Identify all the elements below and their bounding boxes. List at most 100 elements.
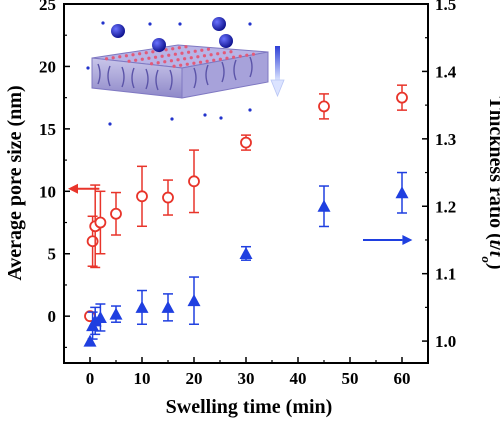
left-y-tick-label: 20 xyxy=(39,57,56,76)
membrane-pores xyxy=(104,45,256,68)
pore-dot xyxy=(176,58,180,62)
thickness-ratio-point xyxy=(135,300,149,313)
x-axis-title: Swelling time (min) xyxy=(166,396,333,418)
pore-size-point xyxy=(94,216,107,229)
pore-dot xyxy=(156,61,160,65)
x-tick-label: 60 xyxy=(394,369,411,388)
pore-dot xyxy=(238,54,242,58)
pore-dot xyxy=(171,47,175,51)
right-y-tick-label: 1.3 xyxy=(435,130,456,149)
x-tick-label: 40 xyxy=(290,369,307,388)
pore-dot xyxy=(140,57,144,61)
pore-dot xyxy=(202,54,207,58)
pore-dot xyxy=(222,51,226,55)
pore-dot xyxy=(127,59,131,63)
pore-dot xyxy=(173,52,177,56)
x-tick-label: 20 xyxy=(186,369,203,388)
nanoparticle xyxy=(212,17,226,31)
pore-size-point xyxy=(110,207,122,220)
pore-dot xyxy=(151,50,155,54)
right-axis-arrow-head xyxy=(402,234,413,245)
pore-dot xyxy=(225,56,229,60)
right-y-axis-title-t0: t xyxy=(485,251,500,258)
pore-size-point xyxy=(162,191,174,204)
left-y-tick-label: 25 xyxy=(39,0,56,14)
right-y-tick-label: 1.2 xyxy=(435,197,456,216)
right-y-tick-label: 1.0 xyxy=(435,332,456,351)
small-particle xyxy=(178,22,182,26)
pore-dot xyxy=(131,53,135,57)
pore-dot xyxy=(212,58,216,62)
pore-size-point xyxy=(396,91,408,104)
pore-size-point xyxy=(188,175,200,188)
right-y-axis-title-prefix: Thickness ratio ( xyxy=(485,96,500,240)
pore-dot xyxy=(189,56,193,60)
pore-dot xyxy=(111,56,115,60)
pore-dot xyxy=(180,51,184,55)
thickness-ratio-point xyxy=(317,199,331,212)
nanoparticle xyxy=(111,24,125,38)
pore-dot xyxy=(218,57,222,61)
pore-dot xyxy=(138,52,142,56)
x-tick-label: 0 xyxy=(86,369,95,388)
thickness-ratio-point xyxy=(83,334,97,347)
pore-dot xyxy=(153,55,158,59)
nanoparticle xyxy=(219,34,233,48)
pore-dot xyxy=(200,48,204,52)
pore-dot xyxy=(134,58,138,62)
axis-indicator-arrows xyxy=(68,183,413,245)
left-y-tick-label: 15 xyxy=(39,120,56,139)
pore-dot xyxy=(205,59,209,63)
pore-dot xyxy=(245,53,249,57)
thickness-ratio-point xyxy=(239,246,253,259)
small-particle xyxy=(101,21,105,25)
thickness-ratio-point xyxy=(161,300,175,313)
pore-dot xyxy=(206,47,211,51)
left-y-axis-title: Average pore size (nm) xyxy=(4,85,26,280)
small-particle xyxy=(203,113,207,117)
nanoparticle xyxy=(152,38,166,52)
pore-dot xyxy=(164,48,168,52)
pore-dot xyxy=(193,49,197,53)
membrane-channels xyxy=(97,56,253,91)
axis-labels-group: Swelling time (min) Average pore size (n… xyxy=(4,85,500,418)
pore-dot xyxy=(169,59,174,63)
pore-dot xyxy=(192,61,196,65)
right-y-axis-title-t: t xyxy=(485,240,500,247)
small-particle xyxy=(170,117,174,121)
small-particle xyxy=(148,22,152,26)
pore-size-point xyxy=(86,235,99,248)
pore-dot xyxy=(251,52,256,56)
right-y-tick-label: 1.1 xyxy=(435,265,456,284)
left-y-tick-label: 10 xyxy=(39,182,56,201)
pore-dot xyxy=(104,57,109,61)
swelling-arrow-shaft xyxy=(275,46,280,80)
thickness-ratio-point xyxy=(395,186,409,199)
left-axis-arrow-head xyxy=(68,183,78,194)
right-y-axis-title-slash: / xyxy=(485,244,500,251)
pore-dot xyxy=(186,50,191,54)
data-series-group xyxy=(83,84,409,347)
x-tick-label: 50 xyxy=(342,369,359,388)
pore-dot xyxy=(185,62,189,66)
left-y-tick-label: 5 xyxy=(48,245,57,264)
x-tick-label: 10 xyxy=(134,369,151,388)
pore-size-point xyxy=(318,100,330,113)
pore-dot xyxy=(149,62,154,66)
pore-dot xyxy=(163,60,167,64)
pore-dot xyxy=(184,45,188,49)
pore-dot xyxy=(118,55,122,59)
thickness-ratio-point xyxy=(187,294,201,307)
pore-dot xyxy=(196,55,200,59)
pore-dot xyxy=(167,53,171,57)
small-particle xyxy=(248,22,252,26)
right-y-axis-title-subscript: o xyxy=(480,256,495,263)
pore-dot xyxy=(229,50,233,54)
pore-dot xyxy=(179,63,183,67)
small-particle xyxy=(86,66,90,70)
pore-dot xyxy=(231,55,236,59)
plot-frame-group: 0 10 20 30 40 50 60 0 5 10 15 20 25 1.0 1.1 1.2 1.3 1.4 1.… xyxy=(39,0,457,388)
right-y-axis-title-suffix: ) xyxy=(485,263,500,270)
right-y-axis-title: Thickness ratio (t/to) xyxy=(480,96,500,269)
